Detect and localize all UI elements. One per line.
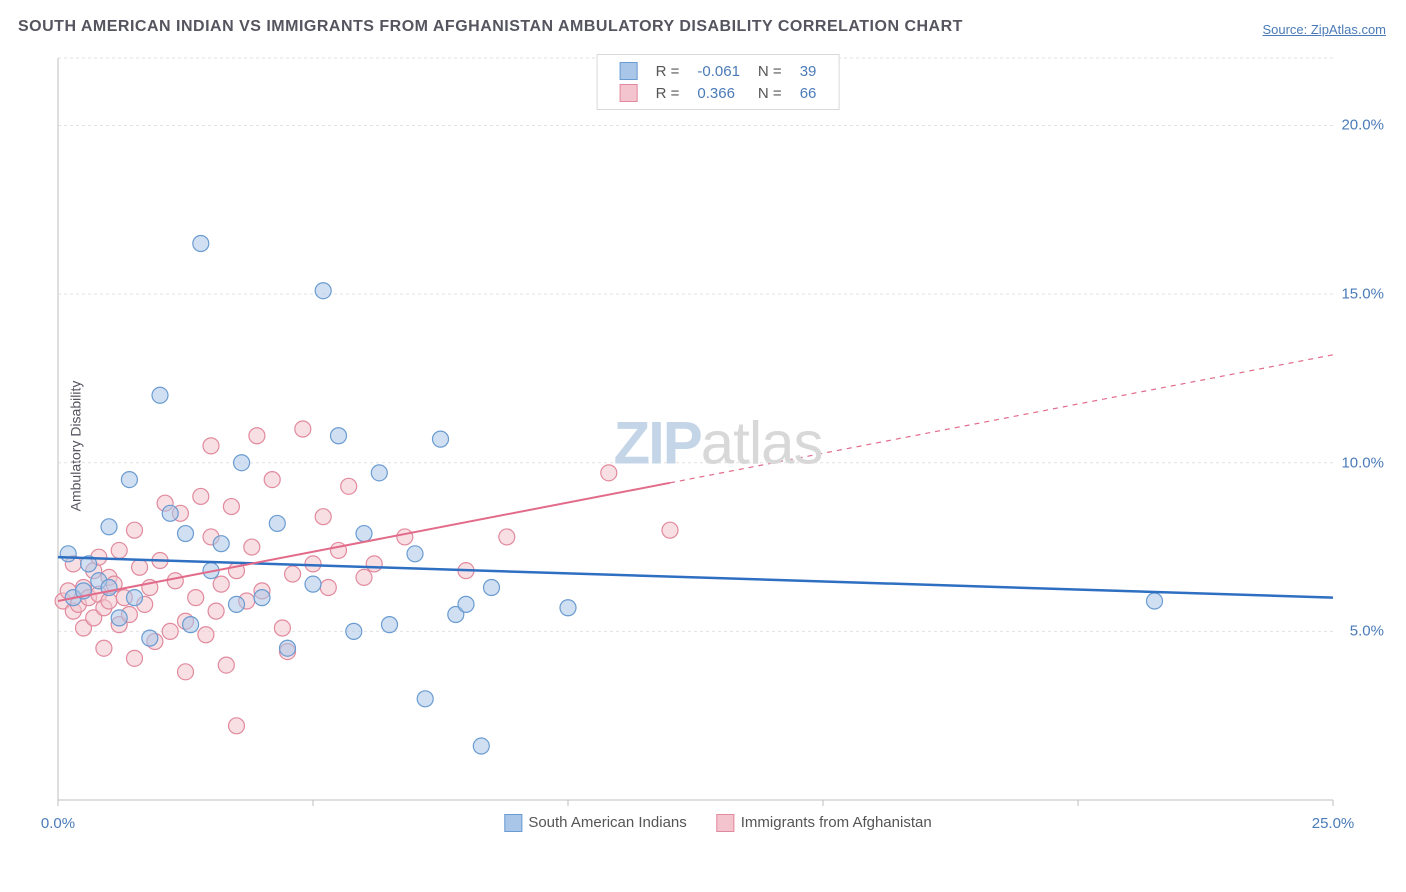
legend-item-0: South American Indians: [504, 814, 686, 832]
y-tick-label: 20.0%: [1341, 117, 1384, 134]
y-tick-label: 5.0%: [1350, 623, 1384, 640]
legend-swatch-0b: [504, 814, 522, 832]
plot-area: ZIPatlas R = -0.061 N = 39 R = 0.366 N =…: [48, 48, 1388, 838]
stats-n-label: N =: [750, 83, 790, 103]
legend-swatch-1: [620, 84, 638, 102]
legend-item-1: Immigrants from Afghanistan: [717, 814, 932, 832]
stats-n-label: N =: [750, 61, 790, 81]
x-tick-label: 25.0%: [1312, 815, 1355, 832]
stats-n-0: 39: [792, 61, 825, 81]
legend-swatch-1b: [717, 814, 735, 832]
chart-svg: [48, 48, 1388, 838]
legend-label-1: Immigrants from Afghanistan: [741, 814, 932, 831]
y-tick-label: 15.0%: [1341, 286, 1384, 303]
stats-legend: R = -0.061 N = 39 R = 0.366 N = 66: [597, 54, 840, 110]
legend-swatch-0: [620, 62, 638, 80]
y-tick-label: 10.0%: [1341, 454, 1384, 471]
chart-title: SOUTH AMERICAN INDIAN VS IMMIGRANTS FROM…: [18, 18, 963, 36]
stats-row-0: R = -0.061 N = 39: [612, 61, 825, 81]
source-link[interactable]: Source: ZipAtlas.com: [1262, 22, 1386, 37]
stats-r-0: -0.061: [689, 61, 748, 81]
x-tick-label: 0.0%: [41, 815, 75, 832]
stats-r-1: 0.366: [689, 83, 748, 103]
stats-r-label: R =: [648, 83, 688, 103]
legend-label-0: South American Indians: [528, 814, 686, 831]
bottom-legend: South American Indians Immigrants from A…: [504, 814, 931, 832]
stats-n-1: 66: [792, 83, 825, 103]
stats-r-label: R =: [648, 61, 688, 81]
stats-row-1: R = 0.366 N = 66: [612, 83, 825, 103]
